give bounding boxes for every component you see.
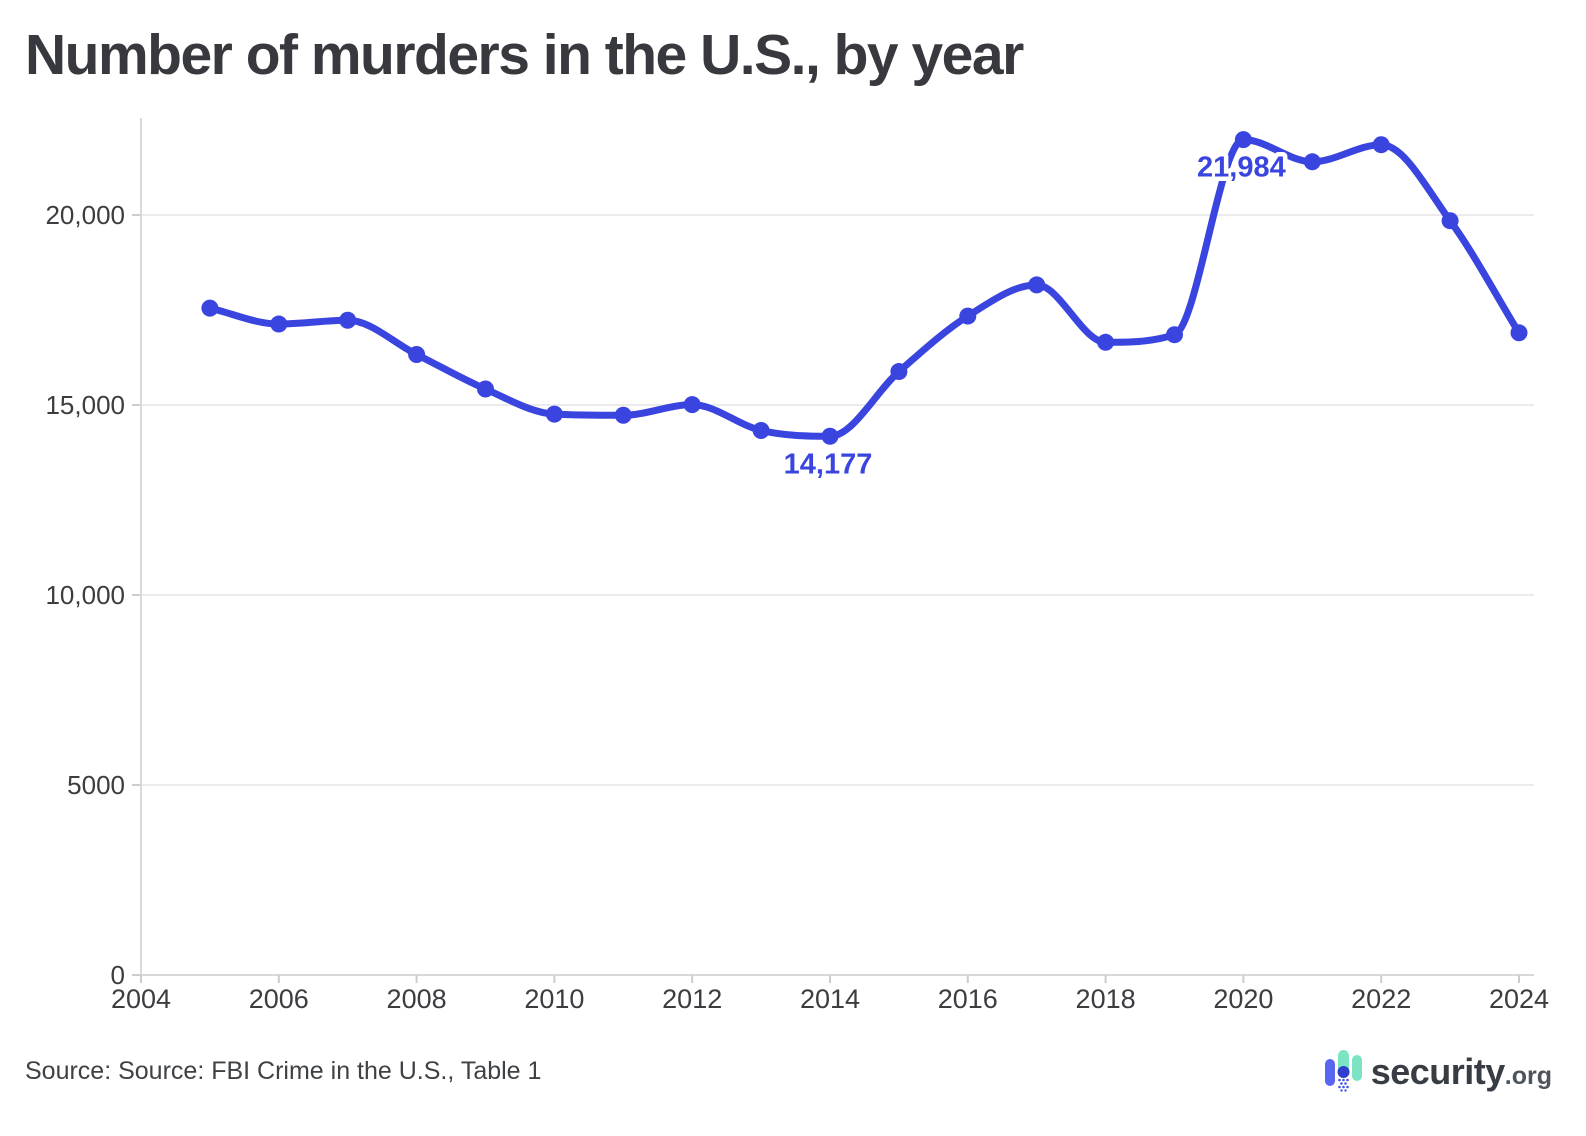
data-point-2015	[890, 363, 908, 381]
logo-brand-text: security	[1370, 1051, 1506, 1092]
logo-suffix-text: .org	[1504, 1062, 1552, 1090]
logo-dot	[1337, 1066, 1350, 1078]
data-point-2012	[683, 396, 701, 414]
y-tick-label-15000: 15,000	[45, 390, 125, 420]
x-tick-label-2020: 2020	[1213, 984, 1273, 1014]
data-point-2005	[201, 299, 219, 317]
logo-text: security.org	[1371, 1051, 1552, 1093]
data-point-2009	[477, 380, 494, 398]
logo-pill-mint-short	[1351, 1055, 1362, 1081]
source-note: Source: Source: FBI Crime in the U.S., T…	[25, 1057, 542, 1085]
series-line	[206, 136, 1523, 440]
data-point-2006	[270, 315, 288, 333]
logo-halftone-dots	[1337, 1078, 1349, 1092]
x-tick-label-2008: 2008	[387, 984, 447, 1014]
chart-title: Number of murders in the U.S., by year	[25, 23, 1024, 87]
data-point-2008	[408, 345, 426, 363]
x-tick-label-2010: 2010	[524, 984, 584, 1014]
data-point-2016	[959, 307, 977, 325]
x-tick-label-2016: 2016	[938, 984, 998, 1014]
x-tick-label-2022: 2022	[1351, 984, 1411, 1014]
data-point-2019	[1166, 326, 1183, 344]
annotation-label-2020: 21,984	[1197, 152, 1286, 184]
data-point-2020	[1234, 131, 1252, 149]
security-logo-icon	[1324, 1050, 1362, 1092]
data-point-2024	[1510, 324, 1528, 342]
data-point-2011	[614, 406, 632, 424]
data-point-2021	[1303, 153, 1321, 171]
y-tick-label-20000: 20,000	[45, 200, 125, 230]
data-point-2010	[545, 405, 563, 423]
data-point-2007	[339, 311, 357, 329]
line-chart: 0 5000 10,000 15,000 20,000 2004 2006 2008 2010 2…	[45, 118, 1549, 1014]
x-tick-label-2018: 2018	[1076, 984, 1136, 1014]
y-tick-label-5000: 5000	[67, 770, 125, 800]
x-tick-label-2012: 2012	[662, 984, 722, 1014]
security-org-logo: security.org	[1324, 1050, 1552, 1094]
x-tick-label-2024: 2024	[1489, 984, 1549, 1014]
data-point-2014	[821, 427, 839, 445]
data-point-2018	[1097, 333, 1115, 351]
y-tick-label-10000: 10,000	[45, 580, 125, 610]
data-point-2023	[1441, 212, 1459, 230]
data-point-2022	[1372, 136, 1390, 154]
x-tick-label-2014: 2014	[800, 984, 860, 1014]
annotation-label-2014: 14,177	[784, 448, 873, 480]
x-tick-label-2006: 2006	[249, 984, 309, 1014]
data-point-2013	[752, 421, 770, 439]
y-tick-label-0: 0	[111, 960, 125, 990]
data-point-2017	[1028, 276, 1046, 294]
x-tick-label-2004: 2004	[111, 984, 171, 1014]
logo-pill-blue	[1324, 1059, 1335, 1086]
